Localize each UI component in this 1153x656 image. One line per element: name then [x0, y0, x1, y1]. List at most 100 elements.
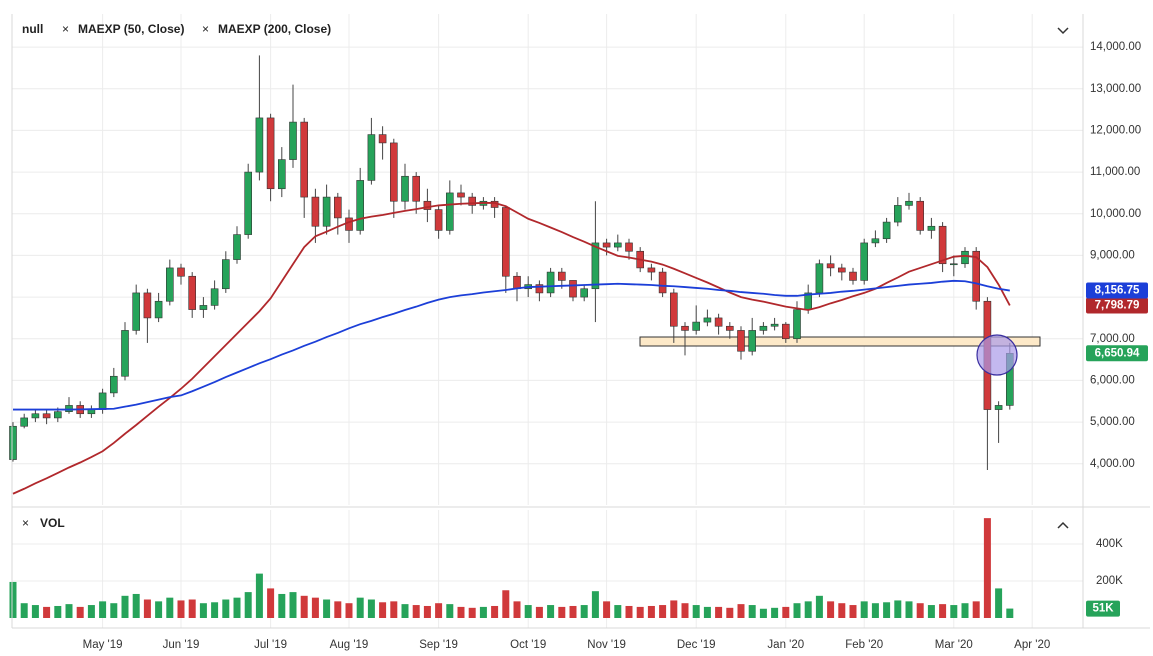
price-badge	[1086, 282, 1148, 299]
candle-body	[714, 317, 723, 327]
volume-bar	[983, 518, 991, 618]
volume-bar	[423, 605, 431, 618]
candle-body	[557, 271, 566, 281]
candle-body	[737, 330, 745, 352]
y-tick-label: 6,000.00	[1090, 374, 1135, 386]
candle-body	[132, 292, 140, 331]
candle-body	[300, 121, 309, 198]
candle-body	[580, 288, 589, 298]
volume-bar	[99, 601, 107, 618]
volume-bar	[681, 603, 689, 618]
candle-body	[53, 411, 62, 419]
volume-label[interactable]: VOL	[40, 516, 65, 530]
candle-body	[725, 325, 734, 331]
volume-bar	[199, 603, 207, 618]
candle-body	[837, 267, 846, 273]
volume-bar	[311, 597, 319, 618]
y-tick-label: 11,000.00	[1090, 166, 1140, 178]
candle-body	[692, 321, 701, 331]
candle-body	[31, 413, 40, 419]
volume-bar	[883, 602, 891, 618]
candle-body	[916, 200, 925, 231]
volume-tick-label: 200K	[1096, 575, 1123, 587]
volume-bar	[782, 606, 790, 618]
volume-bar	[1006, 608, 1014, 618]
remove-study[interactable]: ×	[202, 22, 209, 36]
candle-body	[277, 159, 286, 190]
volume-bar	[65, 604, 73, 618]
volume-bar	[591, 591, 599, 618]
candle-body	[535, 284, 544, 294]
x-tick-label: Jan '20	[767, 639, 804, 651]
candle-body	[882, 221, 891, 240]
volume-bar	[289, 592, 297, 618]
volume-bar	[155, 601, 163, 618]
candle-body	[613, 242, 622, 248]
volume-bar	[524, 605, 532, 618]
study-label[interactable]: MAEXP (200, Close)	[218, 22, 331, 36]
volume-bar	[771, 607, 779, 618]
candle-body	[513, 275, 521, 290]
candle-body	[669, 292, 678, 327]
volume-bar	[726, 607, 734, 618]
y-tick-label: 9,000.00	[1090, 249, 1135, 261]
volume-bar	[905, 601, 913, 618]
volume-bar	[916, 603, 924, 618]
y-tick-label: 10,000.00	[1090, 208, 1141, 220]
volume-bar	[255, 573, 263, 618]
price-badge-label: 7,798.79	[1095, 299, 1140, 311]
candle-body	[87, 409, 96, 415]
volume-bar	[737, 604, 745, 618]
candle-body	[356, 180, 365, 231]
candle-body	[770, 323, 779, 327]
study-label[interactable]: MAEXP (50, Close)	[78, 22, 184, 36]
remove-study[interactable]: ×	[22, 516, 29, 530]
remove-study[interactable]: ×	[62, 22, 69, 36]
candle-body	[938, 225, 947, 265]
y-tick-label: 12,000.00	[1090, 124, 1141, 136]
candle-body	[333, 196, 342, 219]
volume-bar	[278, 593, 286, 618]
candle-body	[826, 263, 835, 269]
volume-bar	[233, 597, 241, 618]
volume-badge-label: 51K	[1092, 603, 1114, 615]
candle-body	[961, 250, 969, 265]
candle-body	[345, 217, 353, 231]
expand-chevron[interactable]	[1057, 521, 1069, 529]
candle-body	[199, 305, 208, 310]
volume-bar	[927, 605, 935, 618]
candle-body	[367, 134, 376, 181]
volume-bar	[76, 606, 84, 618]
x-tick-label: Mar '20	[935, 639, 973, 651]
candle-body	[860, 242, 869, 281]
volume-bar	[827, 601, 835, 618]
volume-bar	[390, 601, 398, 618]
candle-body	[9, 425, 17, 460]
x-tick-label: Feb '20	[845, 639, 883, 651]
candle-body	[602, 242, 611, 248]
volume-bar	[692, 605, 700, 618]
volume-bar	[412, 605, 420, 618]
volume-bar	[815, 595, 823, 618]
candle-body	[210, 288, 219, 306]
collapse-chevron[interactable]	[1057, 27, 1069, 35]
candle-body	[244, 171, 252, 235]
candle-body	[177, 267, 185, 277]
volume-bar	[401, 604, 409, 618]
price-badge-label: 6,650.94	[1095, 347, 1140, 359]
volume-bar	[121, 595, 129, 618]
price-badge	[1086, 345, 1148, 362]
volume-bar	[43, 606, 51, 618]
volume-bar	[659, 605, 667, 618]
candle-body	[434, 209, 443, 231]
volume-bar	[580, 605, 588, 618]
candle-body	[501, 207, 510, 277]
volume-bar	[547, 605, 555, 618]
volume-bar	[614, 605, 622, 618]
candle-body	[98, 392, 107, 410]
candle-body	[289, 121, 297, 160]
candle-body	[569, 280, 577, 298]
candle-body	[546, 271, 555, 294]
volume-bar	[558, 606, 566, 618]
highlight-circle	[976, 334, 1018, 376]
